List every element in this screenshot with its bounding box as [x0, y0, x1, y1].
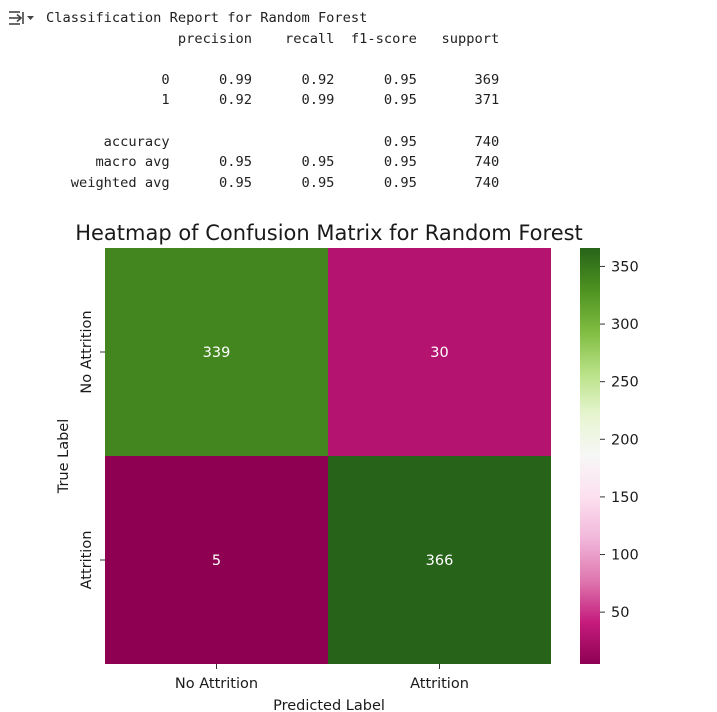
report-row: accuracy 0.95 740	[46, 133, 500, 150]
heatmap-cell	[105, 456, 328, 664]
report-row: 0 0.99 0.92 0.95 369	[46, 71, 500, 88]
x-axis-ticks: No Attrition Attrition	[175, 664, 469, 692]
x-tick-label: No Attrition	[175, 676, 258, 692]
heatmap-cells: 339 30 5 366	[105, 248, 551, 664]
cell-value-label: 339	[203, 345, 231, 361]
chart-title: Heatmap of Confusion Matrix for Random F…	[75, 221, 583, 245]
report-table: precision recall f1-score support 0 0.99…	[46, 30, 500, 191]
colorbar-tick-label: 300	[611, 317, 639, 333]
y-tick-label: No Attrition	[79, 310, 95, 393]
cell-value-label: 366	[426, 553, 454, 569]
report-row: weighted avg 0.95 0.95 0.95 740	[46, 174, 500, 191]
report-row: macro avg 0.95 0.95 0.95 740	[46, 154, 500, 171]
colorbar	[580, 248, 600, 664]
cell-value-label: 5	[212, 553, 221, 569]
confusion-matrix-heatmap: Heatmap of Confusion Matrix for Random F…	[56, 221, 639, 712]
report-header-row: precision recall f1-score support	[46, 30, 500, 47]
heatmap-cell	[105, 248, 328, 456]
colorbar-tick-label: 250	[611, 375, 639, 391]
colorbar-tick-label: 350	[611, 259, 639, 275]
heatmap-cell	[328, 456, 551, 664]
y-axis-ticks: No Attrition Attrition	[79, 310, 105, 589]
colorbar-tick-label: 100	[611, 548, 639, 564]
colorbar-tick-label: 200	[611, 432, 639, 448]
colorbar-tick-label: 50	[611, 605, 629, 621]
report-title: Classification Report for Random Forest	[46, 10, 368, 26]
x-tick-label: Attrition	[410, 676, 469, 692]
y-tick-label: Attrition	[79, 531, 95, 590]
report-row: 1 0.92 0.99 0.95 371	[46, 92, 500, 109]
output-toggle-icon[interactable]	[7, 9, 35, 27]
cell-value-label: 30	[430, 345, 448, 361]
classification-report: Classification Report for Random Forest …	[46, 8, 499, 193]
y-axis-label: True Label	[56, 419, 72, 495]
colorbar-ticks: 50 100 150 200 250 300 350	[600, 259, 639, 621]
colorbar-tick-label: 150	[611, 490, 639, 506]
x-axis-label: Predicted Label	[273, 698, 385, 712]
heatmap-cell	[328, 248, 551, 456]
